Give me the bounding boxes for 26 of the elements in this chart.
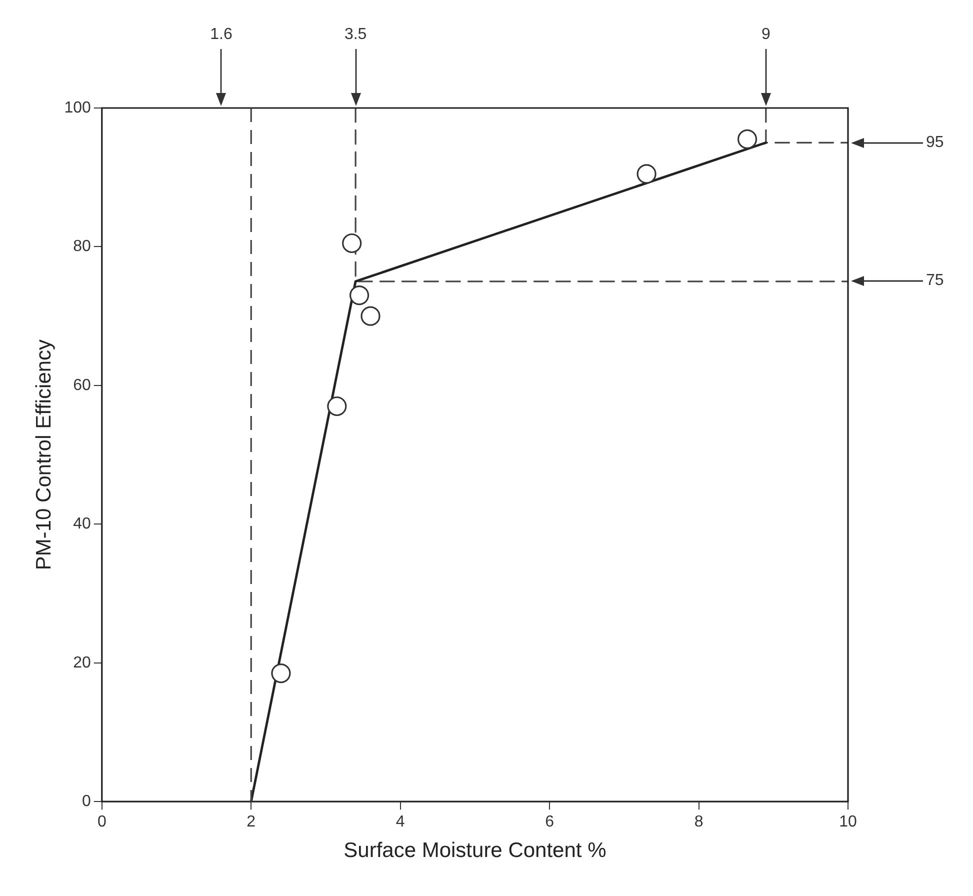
x-tick-label: 4 (396, 814, 405, 831)
x-tick-label: 0 (97, 814, 106, 831)
y-tick-label: 20 (73, 654, 91, 672)
text: 9 (760, 26, 772, 44)
y-tick-label: 60 (73, 376, 91, 394)
point (342, 233, 362, 254)
text: 95 (926, 134, 944, 152)
point (636, 164, 656, 184)
x-tick-label: 10 (839, 814, 857, 831)
x-axis-title: Surface Moisture Content % (344, 839, 606, 862)
y-axis-title: PM-10 Control Efficiency (32, 338, 56, 570)
point (737, 129, 758, 150)
x-tick-label: 6 (545, 814, 554, 831)
point (350, 285, 370, 306)
y-tick-label: 80 (73, 238, 91, 256)
text: 3.5 (343, 26, 368, 44)
point (327, 396, 347, 416)
y-tick-label: 100 (64, 99, 91, 116)
x-tick-label: 8 (694, 814, 704, 831)
x-tick-label: 2 (246, 814, 256, 831)
point (271, 663, 291, 684)
y-tick-label: 0 (82, 793, 91, 810)
text: 75 (926, 272, 944, 290)
point (360, 306, 380, 326)
y-tick-label: 40 (73, 516, 91, 533)
text: 1.6 (209, 26, 234, 44)
